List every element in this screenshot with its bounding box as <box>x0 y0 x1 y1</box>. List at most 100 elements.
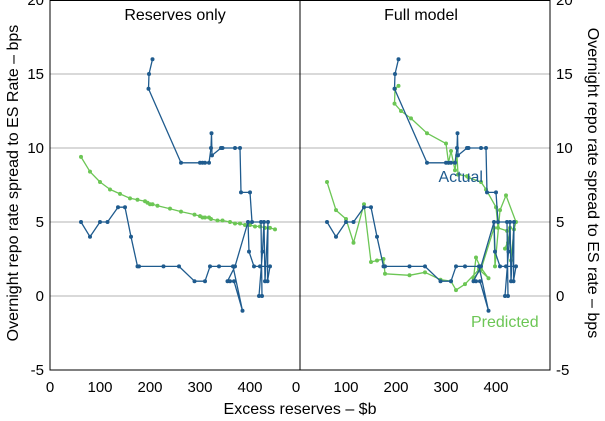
data-point-predicted <box>220 218 225 223</box>
data-point-actual <box>369 205 373 210</box>
data-point-predicted <box>479 180 483 185</box>
data-point-actual <box>129 234 133 239</box>
data-point-actual <box>248 190 252 195</box>
data-point-actual <box>496 220 500 224</box>
data-point-predicted <box>238 221 242 226</box>
data-point-actual <box>492 220 496 224</box>
panel-title-left: Reserves only <box>124 7 225 24</box>
data-point-predicted <box>454 288 458 293</box>
data-point-actual <box>232 279 236 284</box>
data-point-actual <box>209 146 213 150</box>
data-point-actual <box>486 308 491 313</box>
data-point-actual <box>79 220 83 224</box>
y-tick-label-left: 10 <box>27 140 44 157</box>
data-point-predicted <box>215 218 220 223</box>
data-point-actual <box>438 279 443 284</box>
data-point-predicted <box>496 225 500 230</box>
data-point-predicted <box>503 246 507 251</box>
data-point-actual <box>463 264 467 269</box>
data-point-actual <box>493 249 497 254</box>
data-point-actual <box>393 72 397 76</box>
data-point-predicted <box>449 148 453 153</box>
data-point-actual <box>179 160 183 165</box>
data-point-actual <box>479 146 483 150</box>
data-point-actual <box>147 72 151 76</box>
data-point-predicted <box>362 202 366 207</box>
data-point-predicted <box>498 208 502 213</box>
data-point-actual <box>203 279 207 284</box>
data-point-predicted <box>98 180 102 185</box>
data-point-predicted <box>392 101 397 106</box>
data-point-actual <box>208 264 212 269</box>
data-point-predicted <box>155 203 160 208</box>
data-point-predicted <box>150 202 155 207</box>
data-point-actual <box>375 234 379 239</box>
data-point-actual <box>474 279 478 284</box>
data-point-actual <box>88 234 92 239</box>
data-point-actual <box>238 146 242 150</box>
panel-title-right: Full model <box>384 7 458 24</box>
data-point-actual <box>161 264 166 269</box>
data-point-actual <box>266 220 270 224</box>
data-point-actual <box>455 146 459 150</box>
data-point-actual <box>423 264 427 269</box>
data-point-predicted <box>486 276 491 281</box>
chart-marks <box>79 57 518 313</box>
y-tick-label-right: 0 <box>556 288 564 305</box>
data-point-actual <box>228 279 232 284</box>
data-point-predicted <box>425 131 429 136</box>
data-point-predicted <box>325 180 329 185</box>
data-point-predicted <box>399 109 403 113</box>
data-point-actual <box>209 131 214 136</box>
data-point-actual <box>210 153 214 158</box>
data-point-actual <box>362 205 366 210</box>
y-tick-label-right: -5 <box>556 362 569 379</box>
x-tick-label: 100 <box>87 379 112 396</box>
data-point-predicted <box>504 193 508 198</box>
x-axis-label: Excess reserves – $b <box>224 401 377 418</box>
data-point-actual <box>505 220 509 224</box>
data-point-predicted <box>168 206 172 211</box>
data-point-actual <box>514 264 518 269</box>
data-point-actual <box>116 205 120 210</box>
data-point-predicted <box>409 116 413 121</box>
data-point-actual <box>334 234 338 239</box>
data-point-predicted <box>463 282 467 287</box>
data-point-predicted <box>253 224 257 229</box>
data-point-actual <box>239 190 243 195</box>
data-point-actual <box>454 264 458 269</box>
data-point-actual <box>449 279 453 284</box>
data-point-predicted <box>192 212 197 217</box>
y-tick-label-left: 15 <box>27 66 44 83</box>
data-point-actual <box>262 220 266 224</box>
annotation-predicted: Predicted <box>471 314 539 331</box>
data-point-predicted <box>128 196 132 201</box>
data-point-actual <box>250 220 254 224</box>
data-point-predicted <box>273 227 277 232</box>
data-point-actual <box>246 220 250 224</box>
data-point-actual <box>325 220 329 224</box>
data-point-actual <box>220 146 225 150</box>
y-tick-label-left: 5 <box>36 214 44 231</box>
data-point-actual <box>259 220 263 224</box>
data-point-actual <box>453 160 457 165</box>
data-point-actual <box>268 264 272 269</box>
series-line-predicted <box>326 85 517 291</box>
data-point-actual <box>392 86 397 91</box>
data-point-actual <box>503 294 507 298</box>
data-point-actual <box>506 249 511 254</box>
data-point-predicted <box>203 215 207 220</box>
x-tick-label: 400 <box>237 379 262 396</box>
series-line-actual <box>326 59 517 312</box>
data-point-actual <box>504 264 508 269</box>
y-axis-label-right: Overnight repo rate spread to ES rate – … <box>584 28 601 338</box>
data-point-predicted <box>344 217 348 222</box>
data-point-predicted <box>466 175 471 180</box>
data-point-predicted <box>351 240 356 245</box>
data-point-predicted <box>179 209 183 214</box>
x-tick-label: 400 <box>483 379 508 396</box>
data-point-actual <box>381 264 386 269</box>
y-tick-label-right: 10 <box>556 140 573 157</box>
data-point-actual <box>506 294 510 298</box>
